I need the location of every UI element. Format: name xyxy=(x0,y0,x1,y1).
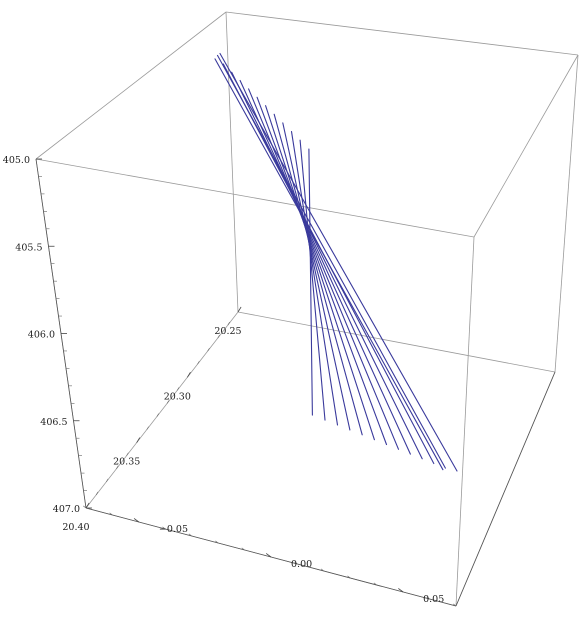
box-edge xyxy=(35,11,227,160)
tick-mark xyxy=(373,582,377,586)
line-series xyxy=(290,130,339,426)
tick-mark xyxy=(294,561,298,565)
line-series xyxy=(308,148,313,416)
tick-mark xyxy=(241,547,245,551)
line-series xyxy=(219,52,458,472)
box-edge xyxy=(455,236,475,607)
tick-mark xyxy=(106,478,109,483)
tick-mark xyxy=(227,321,230,326)
tick-mark xyxy=(166,400,170,404)
tick-mark xyxy=(176,387,180,391)
line-series xyxy=(214,58,444,471)
tick-mark xyxy=(85,502,90,509)
tick-mark xyxy=(95,491,99,496)
tick-label: 20.30 xyxy=(164,391,191,402)
y-axis-line xyxy=(455,371,556,607)
box-edge xyxy=(35,158,475,238)
tick-mark xyxy=(188,533,192,537)
line-series-group xyxy=(214,52,458,472)
line-series xyxy=(282,122,351,431)
tick-mark xyxy=(126,452,129,456)
tick-label: 406.5 xyxy=(40,417,67,428)
tick-mark xyxy=(156,413,160,417)
tick-mark xyxy=(215,540,219,544)
tick-mark xyxy=(162,526,166,530)
tick-mark xyxy=(347,575,351,579)
tick-label: 405.0 xyxy=(3,155,30,166)
line-series xyxy=(256,96,388,446)
tick-label: 407.0 xyxy=(53,504,80,515)
line-series xyxy=(216,54,446,469)
tick-mark xyxy=(109,512,113,516)
box-edge xyxy=(225,11,579,56)
box-edge xyxy=(225,11,239,313)
tick-mark xyxy=(426,596,430,600)
tick-label: 405.5 xyxy=(15,242,42,253)
tick-label: −0.05 xyxy=(159,524,188,535)
box-edge xyxy=(554,54,579,373)
tick-label: 0.05 xyxy=(423,594,444,605)
tick-mark xyxy=(237,306,242,313)
tick-mark xyxy=(186,372,191,378)
tick-mark xyxy=(207,348,210,352)
box-edge xyxy=(473,54,579,238)
axes: 405.0 405.5 406.0 406.5 407.0 20.25 20.30 20.35… xyxy=(3,155,556,607)
tick-label: 20.35 xyxy=(113,457,140,468)
tick-mark xyxy=(116,465,119,469)
tick-label: 0.00 xyxy=(291,559,312,570)
tick-mark xyxy=(133,518,140,523)
tick-mark xyxy=(398,588,404,593)
tick-mark xyxy=(453,603,457,607)
line-series xyxy=(231,71,423,460)
tick-label: 20.40 xyxy=(62,522,89,533)
box-edge xyxy=(237,311,556,373)
bounding-box xyxy=(35,11,579,607)
line-series xyxy=(299,139,326,421)
line-series xyxy=(239,79,411,455)
tick-label: 20.25 xyxy=(214,326,241,337)
tick-mark xyxy=(136,437,141,443)
tick-mark xyxy=(265,553,272,558)
tick-mark xyxy=(217,335,220,339)
box-edge xyxy=(85,311,239,509)
tick-mark xyxy=(197,361,200,365)
tick-mark xyxy=(146,426,149,430)
tick-mark xyxy=(320,568,325,572)
line-series xyxy=(273,113,363,436)
line-series xyxy=(265,105,375,441)
tick-mark xyxy=(83,505,87,509)
tick-label: 406.0 xyxy=(28,330,55,341)
